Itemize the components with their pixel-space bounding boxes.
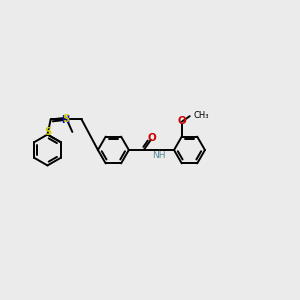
Text: O: O <box>148 133 157 143</box>
Text: S: S <box>44 127 51 137</box>
Text: NH: NH <box>152 152 166 160</box>
Text: S: S <box>63 114 70 124</box>
Text: CH₃: CH₃ <box>193 111 209 120</box>
Text: N: N <box>61 115 70 125</box>
Text: O: O <box>177 116 186 126</box>
